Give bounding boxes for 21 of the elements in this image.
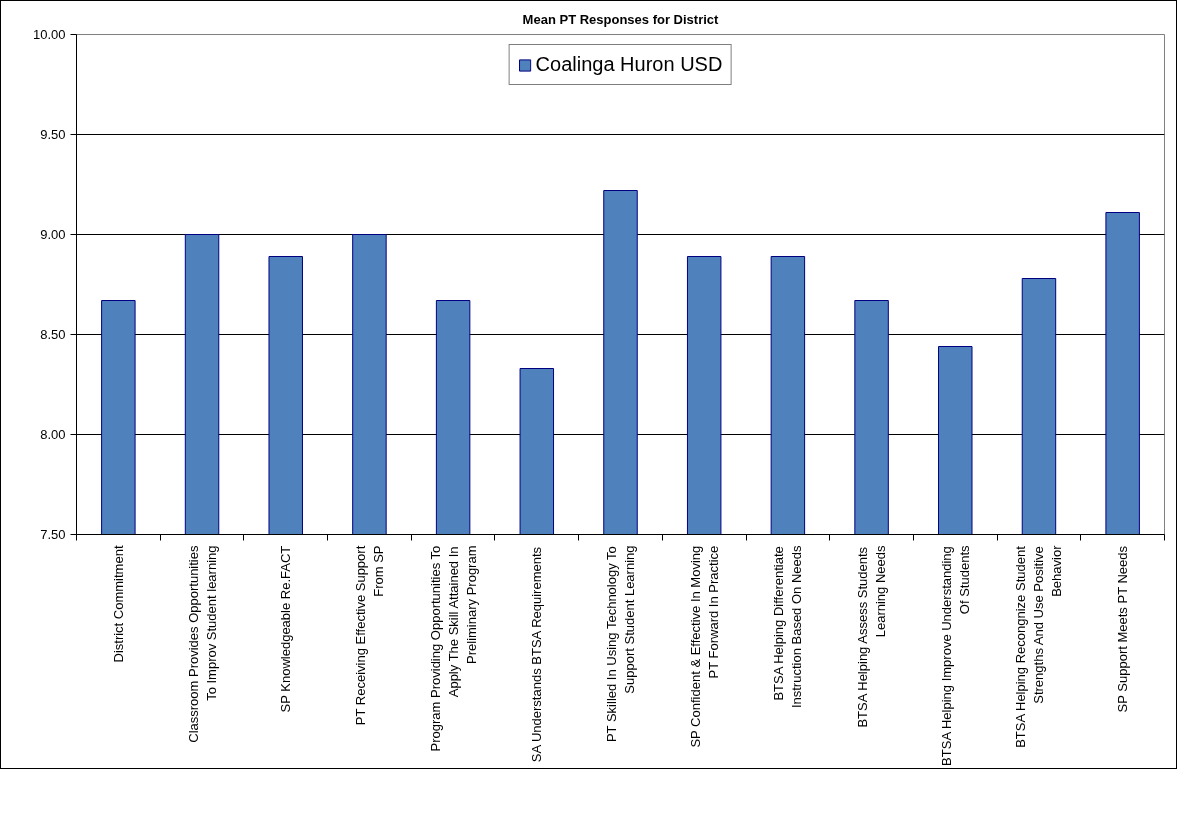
x-tick-label: PT Skilled In Using Technology To Support Student Learning — [604, 545, 637, 743]
y-tick-label: 10.00 — [32, 27, 66, 42]
x-tick-label: BTSA Helping Recongnize Student Strengths And Use Positive Behavior — [1013, 544, 1065, 748]
x-tick-label: SP Support Meets PT Needs — [1115, 545, 1131, 713]
x-tick-label: District Commitment — [110, 545, 126, 663]
x-tick-label: SA Understands BTSA Requirements — [529, 546, 545, 763]
y-tick-label: 9.00 — [40, 227, 66, 242]
y-tick-label: 8.00 — [40, 427, 66, 442]
chart-title: Mean PT Responses for District — [522, 11, 720, 27]
x-tick-label: Program Providing Opportunities To Apply The Skill Attained In Preliminary Program — [427, 545, 479, 752]
x-tick-label: SP Confident & Effective In Moving PT Forward In Practice — [687, 545, 721, 748]
x-tick-label: SP Knowledgeable Re.FACT — [278, 545, 294, 713]
x-tick-label: Classroom Provides Opportunities To Improv Student learning — [185, 545, 219, 743]
legend-label: Coalinga Huron USD — [535, 53, 723, 76]
x-tick-label: PT Receiving Effective Support From SP — [352, 545, 386, 726]
x-tick-label: BTSA Helping Differentiate Instruction Based On Needs — [771, 545, 805, 709]
x-tick-label: BTSA Helping Assess Students Learning Needs — [855, 545, 889, 728]
x-tick-label: BTSA Helping Improve Understanding Of Students — [938, 545, 972, 766]
y-tick-label: 9.50 — [40, 127, 66, 142]
y-tick-label: 8.50 — [40, 327, 66, 342]
y-tick-label: 7.50 — [40, 527, 66, 542]
